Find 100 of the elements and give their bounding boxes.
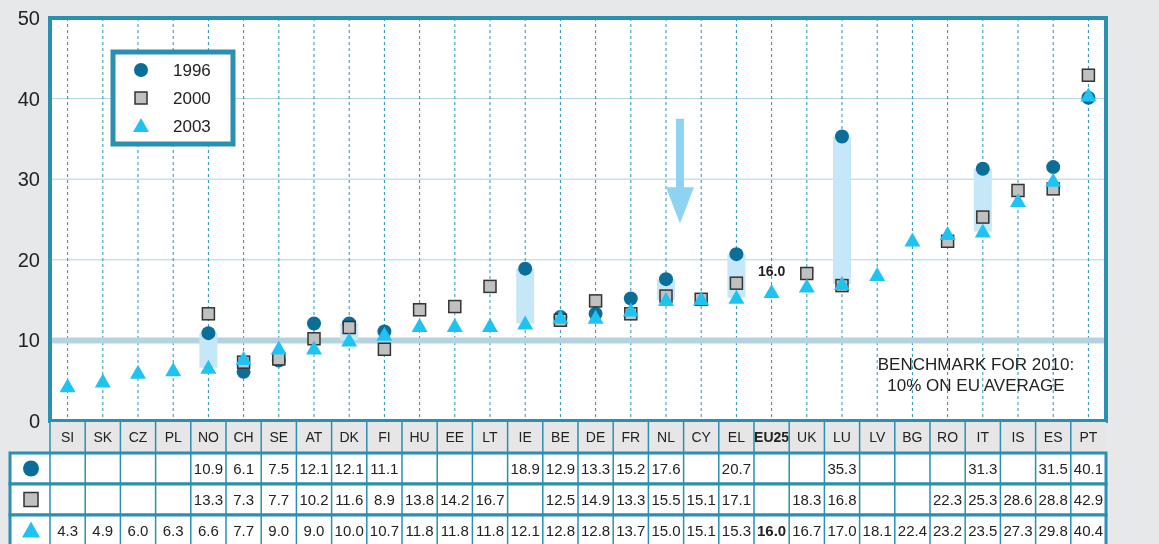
- y-tick-label: 0: [28, 410, 40, 432]
- data-label: 22.3: [933, 490, 963, 508]
- y-tick-label: 40: [17, 87, 40, 110]
- data-label: 11.6: [335, 490, 364, 508]
- ref-line-label: BENCHMARK FOR 2010: 10% ON EU AVERAGE: [877, 355, 1075, 396]
- data-label: 7.3: [233, 490, 255, 508]
- data-label: 13.3: [581, 459, 611, 477]
- data-label: 4.9: [92, 521, 114, 539]
- data-label: 28.6: [1003, 490, 1033, 508]
- data-label: 15.0: [651, 521, 681, 539]
- x-tick-label: EU25: [754, 429, 790, 446]
- x-tick-label: PL: [164, 429, 182, 446]
- x-tick-label: SI: [60, 429, 75, 446]
- data-label: 11.8: [405, 521, 434, 539]
- x-tick-label: AT: [305, 429, 323, 446]
- x-tick-label: LT: [482, 429, 499, 446]
- data-label: 16.7: [475, 490, 505, 508]
- data-label: 12.8: [545, 521, 575, 539]
- x-tick-label: CH: [233, 429, 254, 446]
- data-label: 14.9: [581, 490, 611, 508]
- data-label: 12.1: [334, 459, 364, 477]
- data-label: 28.8: [1038, 490, 1068, 508]
- data-label: 10.2: [299, 490, 329, 508]
- y-tick-label: 50: [17, 7, 40, 29]
- data-label: 40.4: [1073, 521, 1103, 539]
- x-tick-label: RO: [937, 429, 959, 446]
- data-label: 12.8: [581, 521, 611, 539]
- x-tick-label: UK: [797, 429, 818, 446]
- x-tick-label: CY: [691, 429, 712, 446]
- x-tick-label: ES: [1043, 429, 1063, 446]
- x-tick-label: IE: [518, 429, 532, 446]
- data-label: 31.3: [968, 459, 998, 477]
- data-label: 11.8: [475, 521, 505, 539]
- data-label: 13.3: [193, 490, 223, 508]
- data-label: 7.7: [268, 490, 290, 508]
- x-tick-label: IS: [1011, 429, 1025, 446]
- data-label: 18.3: [792, 490, 822, 508]
- x-tick-label: HU: [409, 429, 430, 446]
- x-tick-label: EE: [445, 429, 465, 446]
- data-label: 11.1: [370, 459, 399, 477]
- data-label: 6.3: [162, 521, 184, 539]
- data-label: 16.0: [757, 521, 787, 539]
- data-label: 22.4: [897, 521, 927, 539]
- data-label: 10.9: [193, 459, 223, 477]
- x-tick-label: NL: [657, 429, 676, 446]
- data-label: 12.1: [510, 521, 540, 539]
- x-tick-label: FR: [621, 429, 641, 446]
- x-tick-label: DE: [585, 429, 606, 446]
- x-tick-label: NO: [197, 429, 220, 446]
- data-label: 15.3: [721, 521, 751, 539]
- data-label: 10.7: [369, 521, 399, 539]
- data-label: 12.5: [545, 490, 575, 508]
- x-tick-label: IT: [976, 429, 990, 446]
- x-tick-label: PT: [1079, 429, 1098, 446]
- x-tick-label: LU: [833, 429, 851, 446]
- data-label: 12.9: [545, 459, 575, 477]
- data-label: 12.1: [299, 459, 329, 477]
- data-label: 7.5: [268, 459, 290, 477]
- data-label: 17.1: [721, 490, 751, 508]
- data-label: 42.9: [1073, 490, 1103, 508]
- data-label: 27.3: [1003, 521, 1033, 539]
- data-label: 40.1: [1073, 459, 1103, 477]
- data-label: 13.7: [616, 521, 646, 539]
- data-label: 4.3: [57, 521, 79, 539]
- data-label: 6.1: [233, 459, 255, 477]
- data-label: 17.6: [651, 459, 681, 477]
- legend-label: 2003: [173, 116, 211, 136]
- legend-label: 2000: [173, 88, 211, 108]
- annotation: 16.0: [757, 263, 786, 280]
- legend-label: 1996: [173, 60, 211, 80]
- data-label: 9.0: [303, 521, 325, 539]
- x-tick-label: DK: [339, 429, 360, 446]
- x-tick-label: EL: [727, 429, 746, 446]
- x-tick-label: BG: [902, 429, 923, 446]
- y-tick-label: 20: [17, 248, 40, 271]
- data-label: 7.7: [233, 521, 255, 539]
- data-label: 18.1: [862, 521, 892, 539]
- x-tick-label: FI: [378, 429, 391, 446]
- y-tick-label: 10: [17, 329, 40, 352]
- data-label: 13.8: [405, 490, 435, 508]
- y-tick-label: 30: [17, 168, 40, 191]
- data-label: 11.8: [440, 521, 469, 539]
- data-label: 15.2: [616, 459, 646, 477]
- x-tick-label: CZ: [128, 429, 148, 446]
- data-label: 17.0: [827, 521, 857, 539]
- data-label: 16.7: [792, 521, 822, 539]
- data-label: 9.0: [268, 521, 290, 539]
- x-tick-label: SE: [269, 429, 289, 446]
- data-label: 15.5: [651, 490, 681, 508]
- x-tick-label: BE: [551, 429, 570, 446]
- data-label: 13.3: [616, 490, 646, 508]
- x-tick-label: SK: [93, 429, 113, 446]
- data-label: 14.2: [440, 490, 470, 508]
- data-label: 23.5: [968, 521, 998, 539]
- data-label: 31.5: [1038, 459, 1068, 477]
- data-label: 6.0: [127, 521, 149, 539]
- data-label: 15.1: [686, 521, 716, 539]
- data-label: 35.3: [827, 459, 857, 477]
- data-label: 25.3: [968, 490, 998, 508]
- data-label: 20.7: [721, 459, 751, 477]
